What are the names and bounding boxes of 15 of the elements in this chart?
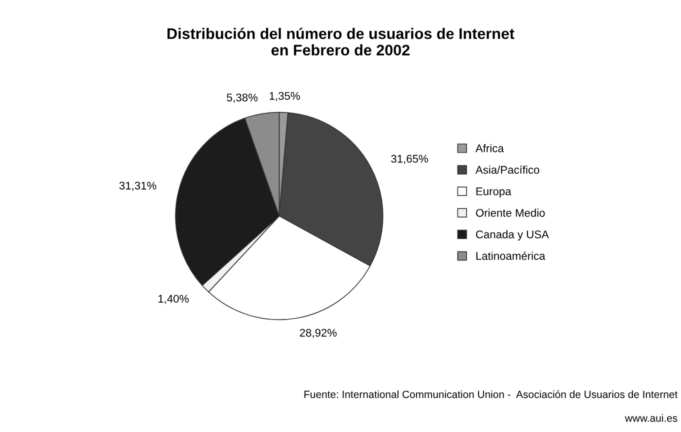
data-label: 1,35% bbox=[270, 92, 300, 102]
legend-label: Africa bbox=[475, 144, 504, 152]
source-note: Fuente: International Communication Union - Asociación de Usuarios de Internet bbox=[304, 390, 678, 398]
data-label: 1,40% bbox=[158, 294, 189, 304]
legend-label: Canada y USA bbox=[476, 230, 549, 241]
legend-label: Europa bbox=[476, 188, 512, 198]
legend-label: Oriente Medio bbox=[476, 208, 545, 217]
legend-label: Asia/Pacífico bbox=[475, 165, 540, 174]
data-label: 31,65% bbox=[391, 154, 428, 164]
data-label: 5,38% bbox=[226, 94, 258, 103]
text: www.aui.es bbox=[624, 414, 678, 422]
legend-label: Latinoamérica bbox=[476, 252, 546, 260]
data-label: 31,31% bbox=[119, 182, 156, 191]
data-label: 28,92% bbox=[300, 328, 337, 338]
chart-title: Distribución del número de usuarios de Internet en Febrero de 2002 bbox=[168, 28, 514, 56]
